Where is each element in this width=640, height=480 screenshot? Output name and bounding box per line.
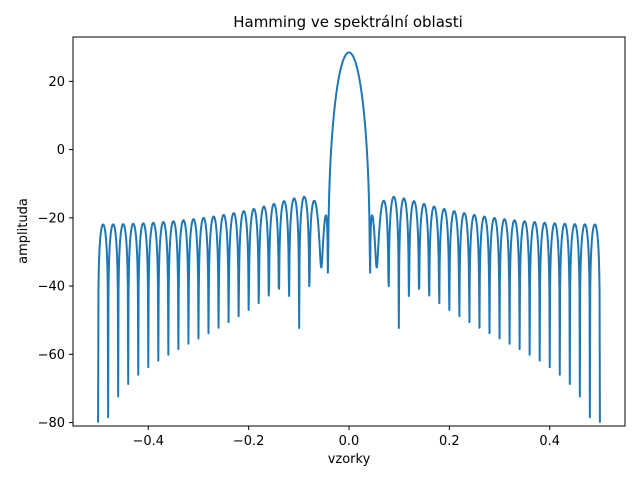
x-tick-label: −0.2 xyxy=(233,434,265,449)
x-tick-label: 0.2 xyxy=(439,434,460,449)
x-tick-label: 0.0 xyxy=(339,434,360,449)
y-tick-label: −40 xyxy=(38,280,65,295)
y-axis: 20 0 −20 −40 −60 −80 xyxy=(38,75,73,431)
x-tick-label: 0.4 xyxy=(539,434,560,449)
y-tick-label: −20 xyxy=(38,211,65,226)
chart-title: Hamming ve spektrální oblasti xyxy=(233,13,463,31)
x-axis: −0.4 −0.2 0.0 0.2 0.4 xyxy=(132,426,560,449)
y-tick-label: 20 xyxy=(48,75,65,90)
series-line xyxy=(97,51,601,423)
x-axis-label: vzorky xyxy=(328,452,371,467)
y-tick-label: 0 xyxy=(57,143,65,158)
x-tick-label: −0.4 xyxy=(132,434,164,449)
y-axis-label: amplituda xyxy=(16,198,31,264)
y-tick-label: −60 xyxy=(38,348,65,363)
y-tick-label: −80 xyxy=(38,416,65,431)
